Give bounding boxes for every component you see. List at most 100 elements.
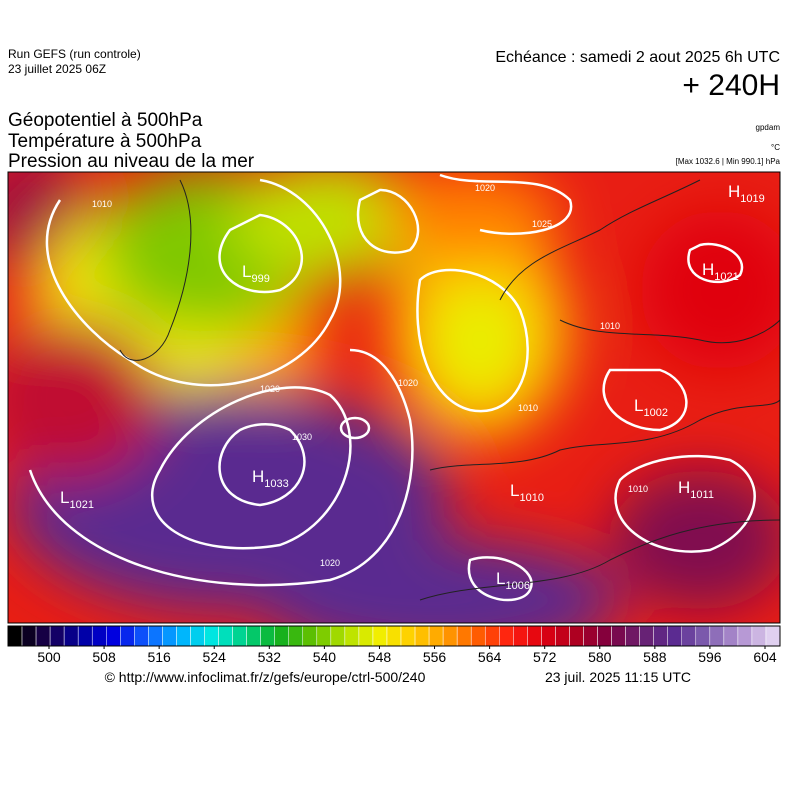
updated-time: 23 juil. 2025 11:15 UTC [545,669,691,685]
unit-label: gpdam [756,123,781,132]
colorbar-cell [527,625,542,647]
lead-time: + 240H [682,69,780,102]
colorbar-cell [91,625,107,647]
isobar-label: 1010 [600,321,620,331]
colorbar-cell [639,625,654,647]
center-value: 999 [251,273,269,285]
field-title: Pression au niveau de la mer [8,151,255,172]
map-frame [7,171,781,624]
colorbar-cell [456,625,472,647]
colorbar-cell [204,625,219,647]
run-label: Run GEFS (run controle) [8,47,141,61]
colorbar-tick-label: 564 [478,649,502,665]
colorbar-tick-label: 500 [37,649,61,665]
pressure-center: H1011 [678,478,714,501]
colorbar-cell [625,625,640,647]
colorbar-cell [49,625,65,647]
center-letter: L [634,396,643,415]
colorbar-cell [63,625,79,647]
colorbar-cell [667,625,682,647]
colorbar-cell [723,625,739,647]
colorbar-cell [162,625,177,647]
colorbar-cell [386,625,402,647]
center-letter: H [728,182,740,201]
colorbar-cell [484,625,500,647]
colorbar-cell [765,625,781,647]
colorbar-tick-label: 516 [147,649,171,665]
pressure-center: L1002 [634,396,668,419]
colorbar-tick-label: 532 [258,649,282,665]
colorbar-tick-label: 588 [643,649,667,665]
pressure-center: L1006 [496,569,530,592]
colorbar-cell [176,625,191,647]
colorbar-cell [513,625,528,647]
center-value: 1021 [714,271,738,283]
center-value: 1033 [264,478,288,490]
field-title: Géopotentiel à 500hPa [8,110,203,131]
colorbar-cell [274,625,289,647]
colorbar-cell [470,625,486,647]
center-letter: L [496,569,505,588]
colorbar-cell [35,625,51,647]
colorbar-cell [77,625,93,647]
colorbar-cell [330,625,346,647]
source-link[interactable]: © http://www.infoclimat.fr/z/gefs/europe… [105,669,426,685]
colorbar-cell [218,625,233,647]
center-value: 1002 [643,407,667,419]
center-value: 1011 [690,489,714,501]
colorbar-cell [358,625,374,647]
pressure-center: L999 [242,262,270,285]
unit-label: [Max 1032.6 | Min 990.1] hPa [676,157,781,166]
colorbar-cell [569,625,584,647]
colorbar-cell [428,625,444,647]
colorbar-cell [148,625,163,647]
isobar-label: 1010 [518,403,538,413]
map [8,172,780,623]
pressure-center: L1010 [510,481,544,504]
isobar-label: 1020 [475,183,495,193]
isobar-label: 1020 [320,558,340,568]
isobar-label: 1010 [92,199,112,209]
colorbar-cell [190,625,205,647]
colorbar-cell [21,625,37,647]
field-title: Température à 500hPa [8,131,202,152]
colorbar-tick-label: 604 [753,649,777,665]
colorbar-tick-label: 596 [698,649,722,665]
colorbar-tick-label: 508 [92,649,116,665]
isobar-label: 1025 [532,219,552,229]
isobar-label: 1010 [628,484,648,494]
center-letter: H [702,260,714,279]
unit-label: °C [771,143,780,152]
center-value: 1021 [69,499,93,511]
pressure-center: H1021 [702,260,739,283]
colorbar-cell [106,625,121,647]
colorbar-cell [372,625,388,647]
center-value: 1019 [740,193,764,205]
colorbar-tick-label: 540 [313,649,337,665]
colorbar-cell [344,625,360,647]
colorbar-cell [232,625,247,647]
center-letter: H [678,478,690,497]
colorbar-cell [442,625,458,647]
colorbar-cell [288,625,304,647]
colorbar-cell [541,625,556,647]
center-letter: L [510,481,519,500]
pressure-center: H1019 [728,182,765,205]
colorbar-cell [611,625,626,647]
colorbar-cell [695,625,711,647]
run-date: 23 juillet 2025 06Z [8,62,106,76]
colorbar-cell [499,625,514,647]
colorbar-cell [134,625,149,647]
center-letter: L [242,262,251,281]
colorbar-cell [414,625,430,647]
isobar-label: 1020 [398,378,418,388]
colorbar-cell [681,625,697,647]
colorbar-cell [751,625,767,647]
colorbar-frame [7,625,781,647]
colorbar-cell [260,625,275,647]
colorbar-cell [737,625,753,647]
colorbar-cell [120,625,135,647]
colorbar-cell [709,625,725,647]
colorbar-cell [400,625,416,647]
